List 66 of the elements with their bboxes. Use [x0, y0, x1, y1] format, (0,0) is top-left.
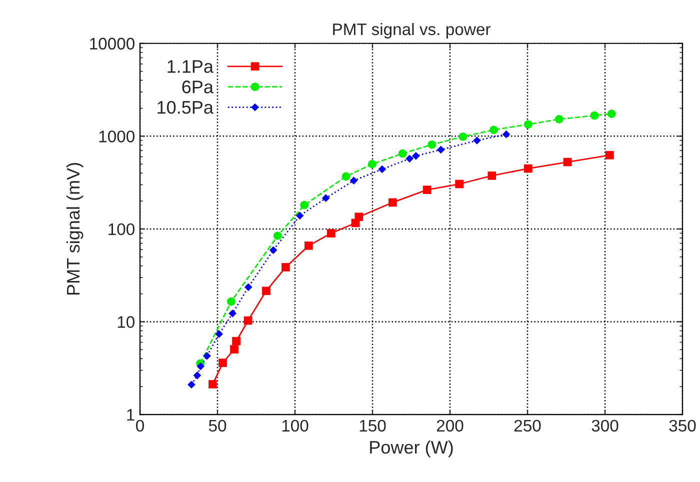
point — [398, 149, 407, 158]
y-tick-label: 1 — [127, 409, 134, 421]
point — [502, 130, 510, 138]
y-axis-title: PMT signal (mV) — [66, 163, 84, 295]
point — [436, 146, 445, 154]
y-tick-label: 10000 — [90, 38, 134, 50]
point — [228, 309, 236, 318]
point — [488, 172, 496, 180]
point — [304, 242, 313, 250]
point — [490, 126, 498, 134]
x-tick-label: 150 — [360, 420, 386, 432]
point — [524, 164, 532, 173]
point — [428, 140, 436, 149]
point — [458, 132, 468, 141]
point — [422, 186, 432, 194]
y-tick-label: 1000 — [99, 130, 134, 142]
point — [203, 352, 211, 360]
point — [296, 212, 304, 220]
point — [230, 345, 238, 354]
point — [368, 160, 376, 168]
x-tick-label: 350 — [669, 420, 696, 432]
point — [350, 176, 358, 185]
point — [215, 330, 223, 338]
point — [218, 358, 227, 367]
point — [607, 110, 616, 118]
x-tick-label: 50 — [208, 420, 226, 432]
point — [193, 371, 202, 380]
y-tick-label: 100 — [108, 223, 134, 236]
point — [455, 180, 464, 188]
y-tick-label: 10 — [118, 316, 134, 328]
point — [412, 152, 420, 160]
point — [188, 380, 196, 389]
x-tick-label: 250 — [514, 420, 541, 432]
point — [342, 172, 350, 181]
point — [208, 380, 217, 388]
point — [232, 336, 240, 346]
legend-label: 1.1Pa — [168, 60, 214, 73]
point — [388, 198, 397, 207]
point — [300, 200, 308, 210]
point — [273, 232, 282, 240]
point — [378, 165, 386, 174]
point — [282, 263, 290, 272]
point — [354, 212, 364, 222]
point — [326, 229, 336, 238]
x-axis-title: Power (W) — [370, 440, 453, 458]
point — [226, 297, 236, 306]
point — [406, 154, 414, 163]
point — [269, 246, 278, 254]
x-tick-label: 200 — [436, 420, 464, 432]
point — [605, 151, 614, 160]
legend-label: 6Pa — [182, 80, 214, 94]
point — [590, 111, 599, 120]
point — [244, 316, 252, 325]
chart-title: PMT signal vs. power — [333, 22, 490, 39]
point — [322, 194, 330, 202]
point — [524, 120, 532, 129]
x-tick-label: 100 — [282, 420, 308, 432]
x-tick-label: 300 — [592, 420, 618, 432]
x-tick-label: 0 — [136, 420, 144, 432]
point — [262, 286, 270, 296]
point — [563, 158, 572, 166]
point — [196, 362, 205, 370]
legend-label: 10.5Pa — [158, 100, 214, 114]
point — [473, 136, 481, 144]
point — [244, 283, 252, 292]
point — [554, 115, 564, 124]
